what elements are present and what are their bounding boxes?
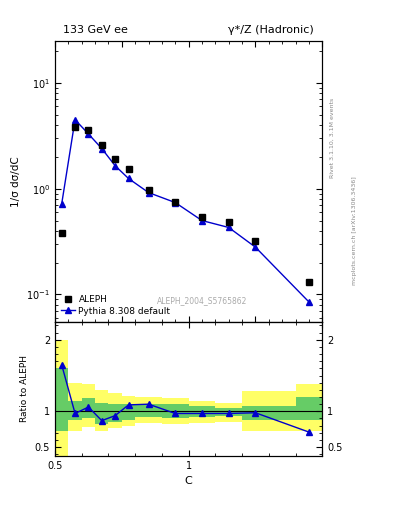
Legend: ALEPH, Pythia 8.308 default: ALEPH, Pythia 8.308 default	[59, 293, 172, 317]
Line: ALEPH: ALEPH	[59, 124, 312, 285]
Text: Rivet 3.1.10, 3.1M events: Rivet 3.1.10, 3.1M events	[330, 98, 335, 178]
ALEPH	[126, 165, 131, 172]
Y-axis label: Ratio to ALEPH: Ratio to ALEPH	[20, 355, 29, 422]
Pythia 8.308 default	[86, 131, 91, 137]
Line: Pythia 8.308 default: Pythia 8.308 default	[59, 117, 312, 305]
ALEPH	[73, 124, 77, 131]
Pythia 8.308 default	[73, 117, 77, 123]
ALEPH	[173, 199, 178, 205]
Pythia 8.308 default	[307, 299, 311, 305]
Text: γ*/Z (Hadronic): γ*/Z (Hadronic)	[228, 25, 314, 35]
Text: mcplots.cern.ch [arXiv:1306.3436]: mcplots.cern.ch [arXiv:1306.3436]	[352, 176, 357, 285]
Pythia 8.308 default	[99, 145, 104, 152]
ALEPH	[253, 238, 258, 244]
Pythia 8.308 default	[226, 224, 231, 230]
ALEPH	[99, 142, 104, 148]
Pythia 8.308 default	[253, 244, 258, 250]
Pythia 8.308 default	[126, 176, 131, 182]
Pythia 8.308 default	[200, 218, 204, 224]
ALEPH	[86, 127, 91, 133]
ALEPH	[59, 230, 64, 236]
Pythia 8.308 default	[173, 200, 178, 206]
Pythia 8.308 default	[146, 189, 151, 196]
ALEPH	[146, 187, 151, 193]
ALEPH	[200, 214, 204, 220]
ALEPH	[307, 280, 311, 286]
Pythia 8.308 default	[59, 201, 64, 207]
X-axis label: C: C	[185, 476, 193, 486]
Text: ALEPH_2004_S5765862: ALEPH_2004_S5765862	[157, 296, 247, 305]
Y-axis label: 1/σ dσ/dC: 1/σ dσ/dC	[11, 156, 21, 207]
Text: 133 GeV ee: 133 GeV ee	[63, 25, 128, 35]
Pythia 8.308 default	[113, 163, 118, 169]
ALEPH	[113, 156, 118, 162]
ALEPH	[226, 219, 231, 225]
